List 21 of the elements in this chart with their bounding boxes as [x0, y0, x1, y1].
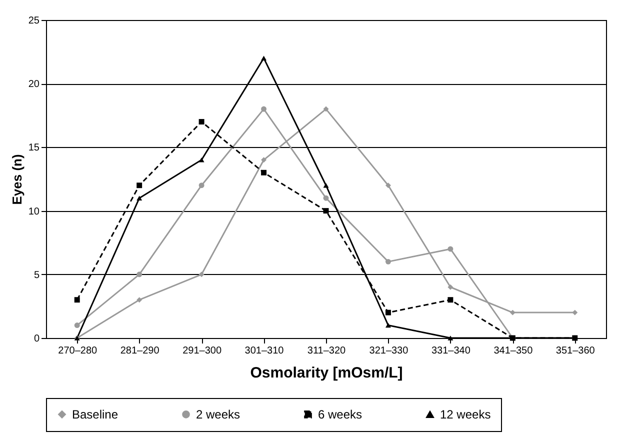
x-tick-label: 281–290 [120, 346, 160, 356]
legend-label: 12 weeks [440, 408, 491, 422]
y-axis-title: Eyes (n) [9, 154, 24, 205]
y-tick-label: 25 [28, 16, 40, 26]
y-tick-label: 0 [34, 334, 40, 344]
legend-label: Baseline [72, 407, 118, 422]
legend-label: 2 weeks [196, 407, 240, 422]
y-tick-label: 10 [28, 206, 40, 218]
x-axis-title: Osmolarity [mOsm/L] [250, 364, 403, 382]
x-tick-label: 301–310 [244, 346, 284, 356]
y-tick-label: 15 [28, 142, 40, 154]
x-tick-label: 351–360 [556, 346, 596, 356]
x-tick-label: 341–350 [494, 346, 534, 356]
y-tick-label: 5 [34, 270, 40, 281]
legend-label: 6 weeks [318, 407, 362, 422]
x-tick-label: 270–280 [58, 346, 98, 356]
x-tick-label: 331–340 [431, 346, 471, 356]
y-tick-label: 20 [28, 79, 40, 90]
x-tick-label: 321–330 [369, 346, 409, 356]
x-tick-label: 311–320 [307, 346, 346, 356]
x-tick-label: 291–300 [182, 346, 222, 356]
